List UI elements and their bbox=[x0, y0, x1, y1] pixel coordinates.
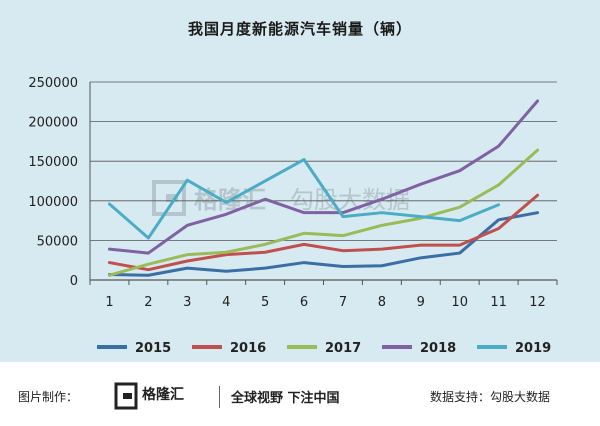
chart-background bbox=[0, 0, 600, 362]
x-tick-label: 6 bbox=[300, 295, 308, 310]
x-tick-label: 3 bbox=[183, 295, 191, 310]
slogan: 全球视野 下注中国 bbox=[231, 391, 340, 406]
brand-name: 格隆汇 bbox=[142, 387, 184, 403]
series-line-2015 bbox=[107, 211, 540, 277]
x-tick-label: 12 bbox=[529, 295, 546, 310]
watermark-logo-icon bbox=[152, 180, 186, 216]
x-tick-label: 9 bbox=[417, 295, 425, 310]
data-support-label: 数据支持：勾股大数据 bbox=[430, 390, 551, 404]
footer: 图片制作： 格隆汇 全球视野 下注中国 数据支持：勾股大数据 bbox=[0, 368, 600, 426]
series-line-2017 bbox=[107, 148, 540, 277]
y-tick-label: 0 bbox=[70, 274, 78, 289]
y-tick-label: 250000 bbox=[28, 76, 78, 91]
chart-title: 我国月度新能源汽车销量（辆） bbox=[187, 20, 412, 38]
x-tick-label: 2 bbox=[144, 295, 152, 310]
y-tick-label: 200000 bbox=[28, 116, 78, 131]
series-line-2019 bbox=[107, 158, 501, 240]
x-tick-label: 8 bbox=[378, 295, 386, 310]
y-tick-label: 50000 bbox=[37, 234, 78, 249]
x-tick-label: 7 bbox=[339, 295, 347, 310]
made-by-label: 图片制作： bbox=[18, 390, 79, 404]
series-line-2016 bbox=[107, 193, 540, 272]
legend-label: 2018 bbox=[420, 341, 456, 356]
legend-label: 2016 bbox=[230, 341, 266, 356]
footer-divider bbox=[219, 386, 220, 408]
legend-label: 2017 bbox=[325, 341, 361, 356]
x-tick-label: 1 bbox=[105, 295, 113, 310]
x-tick-label: 4 bbox=[222, 295, 230, 310]
legend-label: 2019 bbox=[515, 341, 551, 356]
x-tick-label: 10 bbox=[451, 295, 468, 310]
y-tick-label: 150000 bbox=[28, 155, 78, 170]
x-tick-label: 5 bbox=[261, 295, 269, 310]
x-tick-label: 11 bbox=[490, 295, 507, 310]
y-tick-label: 100000 bbox=[28, 195, 78, 210]
brand-logo-icon bbox=[114, 382, 138, 410]
series-line-2018 bbox=[107, 99, 540, 255]
legend-label: 2015 bbox=[135, 341, 171, 356]
